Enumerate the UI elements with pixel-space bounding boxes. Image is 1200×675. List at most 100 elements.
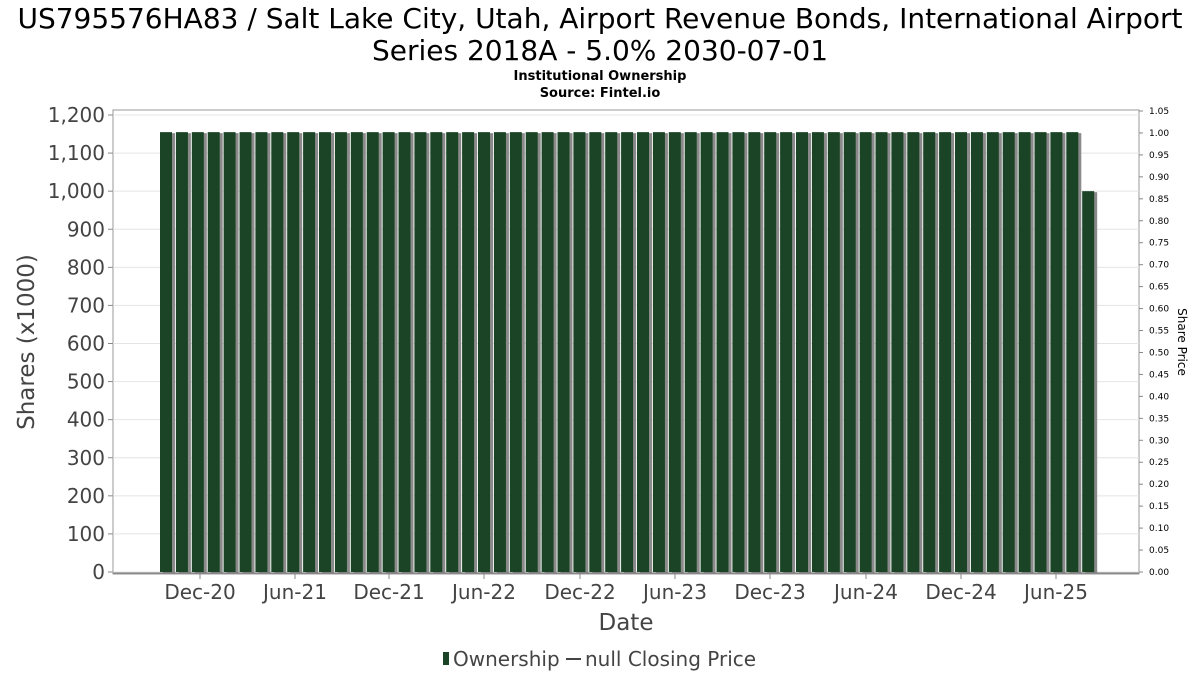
bar — [923, 132, 936, 572]
bar — [891, 132, 904, 572]
y2-tick-label: 0.30 — [1149, 436, 1169, 446]
bar — [175, 132, 188, 572]
chart-subtitle-line1: Institutional Ownership — [514, 69, 687, 84]
bar — [287, 132, 300, 572]
bar — [1034, 132, 1047, 572]
y-tick-label: 400 — [67, 408, 105, 432]
bar — [986, 132, 999, 572]
bar — [1002, 132, 1015, 572]
bar — [271, 132, 284, 572]
x-tick-label: Dec-21 — [353, 580, 424, 604]
x-tick-label: Dec-24 — [925, 580, 996, 604]
bar — [1050, 132, 1063, 572]
y2-tick-label: 0.85 — [1149, 195, 1169, 205]
y-tick-label: 1,200 — [48, 103, 105, 127]
x-tick-label: Jun-22 — [450, 580, 516, 604]
y2-tick-label: 0.90 — [1149, 173, 1169, 183]
y-tick-label: 800 — [67, 255, 105, 279]
y-axis-label: Shares (x1000) — [14, 254, 40, 430]
bar — [796, 132, 808, 572]
bar — [907, 132, 920, 572]
bar — [684, 132, 697, 572]
bar — [207, 132, 220, 572]
bar — [462, 132, 475, 572]
x-tick-label: Dec-22 — [544, 580, 615, 604]
y2-tick-label: 1.00 — [1149, 129, 1169, 139]
bar — [1066, 132, 1079, 572]
y2-tick-label: 0.65 — [1149, 283, 1169, 293]
x-tick-label: Jun-23 — [641, 580, 707, 604]
y-tick-label: 900 — [67, 217, 105, 241]
bar — [859, 132, 872, 572]
bar — [319, 132, 331, 572]
bar — [780, 132, 793, 572]
y2-tick-label: 0.75 — [1149, 239, 1169, 249]
bar — [334, 132, 347, 572]
y2-axis-label: Share Price — [1175, 308, 1189, 376]
y2-tick-label: 0.95 — [1149, 151, 1169, 161]
legend-price-label: null Closing Price — [585, 647, 756, 671]
y2-tick-label: 1.05 — [1149, 107, 1169, 117]
y2-tick-label: 0.80 — [1149, 217, 1169, 227]
bar — [716, 132, 729, 572]
bar — [541, 132, 554, 572]
y2-tick-label: 0.45 — [1149, 370, 1169, 380]
y2-tick-label: 0.50 — [1149, 348, 1169, 358]
legend: Ownership null Closing Price — [443, 647, 756, 671]
bar — [493, 132, 506, 572]
bar — [557, 132, 570, 572]
bar — [509, 132, 522, 572]
bar — [398, 132, 411, 572]
x-tick-label: Jun-24 — [832, 580, 898, 604]
bar — [811, 132, 824, 572]
bar — [255, 132, 268, 572]
bar — [223, 132, 236, 572]
chart-title-line2: Series 2018A - 5.0% 2030-07-01 — [372, 34, 828, 67]
y-tick-label: 700 — [67, 293, 105, 317]
y-axis: 0 100 200 300 400 500 600 700 800 900 1,000 1,100 1,… — [48, 103, 113, 584]
chart-subtitle-line2: Source: Fintel.io — [540, 86, 661, 101]
y2-tick-label: 0.20 — [1149, 480, 1169, 490]
bar — [1018, 132, 1031, 572]
bar — [764, 132, 777, 572]
bar — [700, 132, 713, 572]
bar — [970, 132, 983, 572]
bar — [875, 132, 888, 572]
x-tick-label: Jun-25 — [1022, 580, 1088, 604]
bar — [303, 132, 316, 572]
bar — [382, 132, 395, 572]
bar — [668, 132, 681, 572]
y2-tick-label: 0.25 — [1149, 458, 1169, 468]
y2-tick-label: 0.00 — [1149, 568, 1169, 578]
bar — [939, 132, 952, 572]
bar — [525, 132, 538, 572]
y2-tick-label: 0.10 — [1149, 524, 1169, 534]
x-tick-label: Dec-20 — [164, 580, 235, 604]
bar — [843, 132, 856, 572]
bar — [191, 132, 204, 572]
bar — [955, 132, 967, 572]
x-axis: Dec-20 Jun-21 Dec-21 Jun-22 Dec-22 Jun-23 Dec-… — [113, 572, 1139, 604]
y2-tick-label: 0.40 — [1149, 392, 1169, 402]
bar — [827, 132, 840, 572]
y-tick-label: 500 — [67, 370, 105, 394]
bar — [350, 132, 363, 572]
bar — [430, 132, 443, 572]
y-tick-label: 100 — [67, 522, 105, 546]
bar — [573, 132, 586, 572]
bar — [160, 132, 172, 572]
bar — [478, 132, 490, 572]
chart-title-line1: US795576HA83 / Salt Lake City, Utah, Air… — [17, 2, 1182, 35]
bars-group — [160, 132, 1098, 573]
y2-tick-label: 0.70 — [1149, 261, 1169, 271]
y2-tick-label: 0.55 — [1149, 327, 1169, 337]
bar — [652, 132, 665, 572]
y2-axis: 0.00 0.05 0.10 0.15 0.20 0.25 0.30 0.35 0.40 0.45… — [1139, 107, 1169, 578]
y-tick-label: 600 — [67, 332, 105, 356]
legend-ownership-swatch — [443, 652, 449, 665]
bar — [605, 132, 618, 572]
bar — [637, 132, 649, 572]
y-tick-label: 300 — [67, 446, 105, 470]
y-tick-label: 1,000 — [48, 179, 105, 203]
